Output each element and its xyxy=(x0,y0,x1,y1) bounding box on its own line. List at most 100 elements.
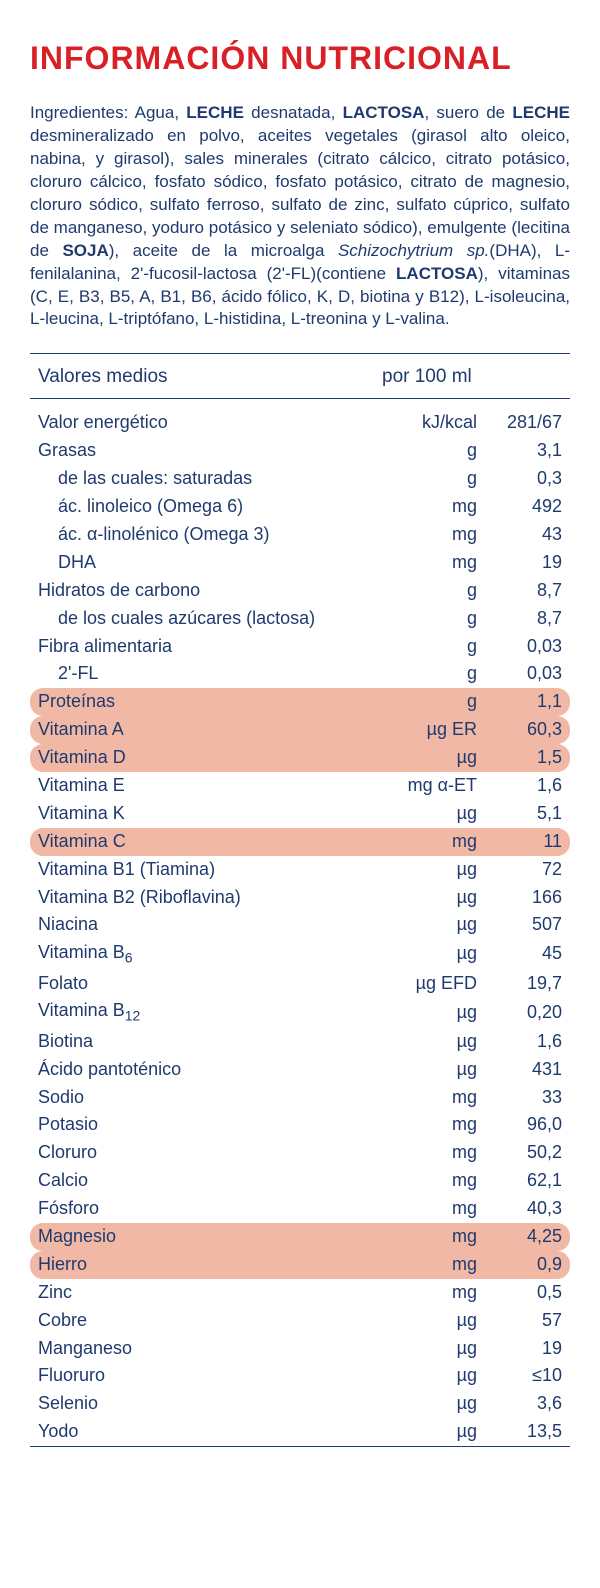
table-row: Vitamina Dµg1,5 xyxy=(30,744,570,772)
row-label: Ácido pantoténico xyxy=(38,1056,382,1084)
row-unit: g xyxy=(382,633,477,661)
row-value: 19 xyxy=(477,1335,562,1363)
row-unit: µg xyxy=(382,856,477,884)
row-label: Yodo xyxy=(38,1418,382,1446)
row-label: ác. linoleico (Omega 6) xyxy=(38,493,382,521)
row-unit: mg xyxy=(382,1223,477,1251)
table-row: ác. linoleico (Omega 6)mg492 xyxy=(30,493,570,521)
table-row: Valor energéticokJ/kcal281/67 xyxy=(30,409,570,437)
table-row: Fósforomg40,3 xyxy=(30,1195,570,1223)
row-value: 0,9 xyxy=(477,1251,562,1279)
row-label: Vitamina C xyxy=(38,828,382,856)
row-unit: µg xyxy=(382,999,477,1027)
row-label: Sodio xyxy=(38,1084,382,1112)
row-unit: mg xyxy=(382,1195,477,1223)
row-unit: µg xyxy=(382,940,477,968)
table-row: Magnesiomg4,25 xyxy=(30,1223,570,1251)
row-unit: µg xyxy=(382,1028,477,1056)
header-col2: por 100 ml xyxy=(382,366,562,388)
row-label: Vitamina B6 xyxy=(38,939,382,969)
row-unit: µg ER xyxy=(382,716,477,744)
row-value: 33 xyxy=(477,1084,562,1112)
row-unit: µg xyxy=(382,1056,477,1084)
row-label: ác. α-linolénico (Omega 3) xyxy=(38,521,382,549)
row-value: 19,7 xyxy=(477,970,562,998)
row-label: DHA xyxy=(38,549,382,577)
row-value: 0,5 xyxy=(477,1279,562,1307)
row-value: 8,7 xyxy=(477,577,562,605)
row-unit: mg xyxy=(382,1084,477,1112)
row-label: Calcio xyxy=(38,1167,382,1195)
table-row: Selenioµg3,6 xyxy=(30,1390,570,1418)
table-row: Vitamina B12µg0,20 xyxy=(30,997,570,1027)
row-label: Grasas xyxy=(38,437,382,465)
row-value: 0,03 xyxy=(477,633,562,661)
row-value: 62,1 xyxy=(477,1167,562,1195)
row-label: Cobre xyxy=(38,1307,382,1335)
row-unit: mg xyxy=(382,1139,477,1167)
row-value: 45 xyxy=(477,940,562,968)
table-row: de las cuales: saturadasg0,3 xyxy=(30,465,570,493)
row-label: Hierro xyxy=(38,1251,382,1279)
row-value: 19 xyxy=(477,549,562,577)
row-unit: g xyxy=(382,577,477,605)
row-value: 0,3 xyxy=(477,465,562,493)
table-row: Fibra alimentariag0,03 xyxy=(30,633,570,661)
nutrition-table: Valores medios por 100 ml Valor energéti… xyxy=(30,353,570,1447)
row-label: Vitamina B2 (Riboflavina) xyxy=(38,884,382,912)
row-value: 40,3 xyxy=(477,1195,562,1223)
row-unit: mg xyxy=(382,1167,477,1195)
row-label: Fibra alimentaria xyxy=(38,633,382,661)
row-unit: mg xyxy=(382,1279,477,1307)
table-row: Hidratos de carbonog8,7 xyxy=(30,577,570,605)
table-row: Niacinaµg507 xyxy=(30,911,570,939)
row-value: ≤10 xyxy=(477,1362,562,1390)
row-unit: g xyxy=(382,465,477,493)
row-unit: µg xyxy=(382,744,477,772)
row-value: 5,1 xyxy=(477,800,562,828)
table-row: de los cuales azúcares (lactosa)g8,7 xyxy=(30,605,570,633)
row-value: 96,0 xyxy=(477,1111,562,1139)
row-unit: µg EFD xyxy=(382,970,477,998)
row-unit: g xyxy=(382,605,477,633)
row-label: Vitamina B12 xyxy=(38,997,382,1027)
table-row: Vitamina B1 (Tiamina)µg72 xyxy=(30,856,570,884)
row-value: 11 xyxy=(477,828,562,856)
ingredients-text: Ingredientes: Agua, LECHE desnatada, LAC… xyxy=(30,102,570,331)
row-value: 13,5 xyxy=(477,1418,562,1446)
row-label: Vitamina A xyxy=(38,716,382,744)
row-label: Folato xyxy=(38,970,382,998)
row-unit: µg xyxy=(382,1335,477,1363)
row-label: de los cuales azúcares (lactosa) xyxy=(38,605,382,633)
row-value: 1,1 xyxy=(477,688,562,716)
row-value: 43 xyxy=(477,521,562,549)
row-unit: µg xyxy=(382,800,477,828)
table-header: Valores medios por 100 ml xyxy=(30,362,570,399)
row-unit: µg xyxy=(382,1307,477,1335)
table-row: Vitamina B6µg45 xyxy=(30,939,570,969)
row-unit: µg xyxy=(382,1418,477,1446)
row-unit: g xyxy=(382,660,477,688)
row-label: Vitamina B1 (Tiamina) xyxy=(38,856,382,884)
row-label: Vitamina E xyxy=(38,772,382,800)
row-value: 3,6 xyxy=(477,1390,562,1418)
row-label: Fósforo xyxy=(38,1195,382,1223)
row-label: Fluoruro xyxy=(38,1362,382,1390)
row-label: Cloruro xyxy=(38,1139,382,1167)
row-value: 0,20 xyxy=(477,999,562,1027)
row-value: 72 xyxy=(477,856,562,884)
table-row: Vitamina Cmg11 xyxy=(30,828,570,856)
table-row: Grasasg3,1 xyxy=(30,437,570,465)
row-label: Zinc xyxy=(38,1279,382,1307)
row-label: Valor energético xyxy=(38,409,382,437)
row-value: 57 xyxy=(477,1307,562,1335)
table-row: Potasiomg96,0 xyxy=(30,1111,570,1139)
table-row: Ácido pantoténicoµg431 xyxy=(30,1056,570,1084)
table-row: Vitamina Kµg5,1 xyxy=(30,800,570,828)
nutrition-panel: INFORMACIÓN NUTRICIONAL Ingredientes: Ag… xyxy=(0,0,600,1477)
row-unit: µg xyxy=(382,1390,477,1418)
table-row: Proteínasg1,1 xyxy=(30,688,570,716)
row-value: 4,25 xyxy=(477,1223,562,1251)
row-label: Proteínas xyxy=(38,688,382,716)
table-row: Sodiomg33 xyxy=(30,1084,570,1112)
